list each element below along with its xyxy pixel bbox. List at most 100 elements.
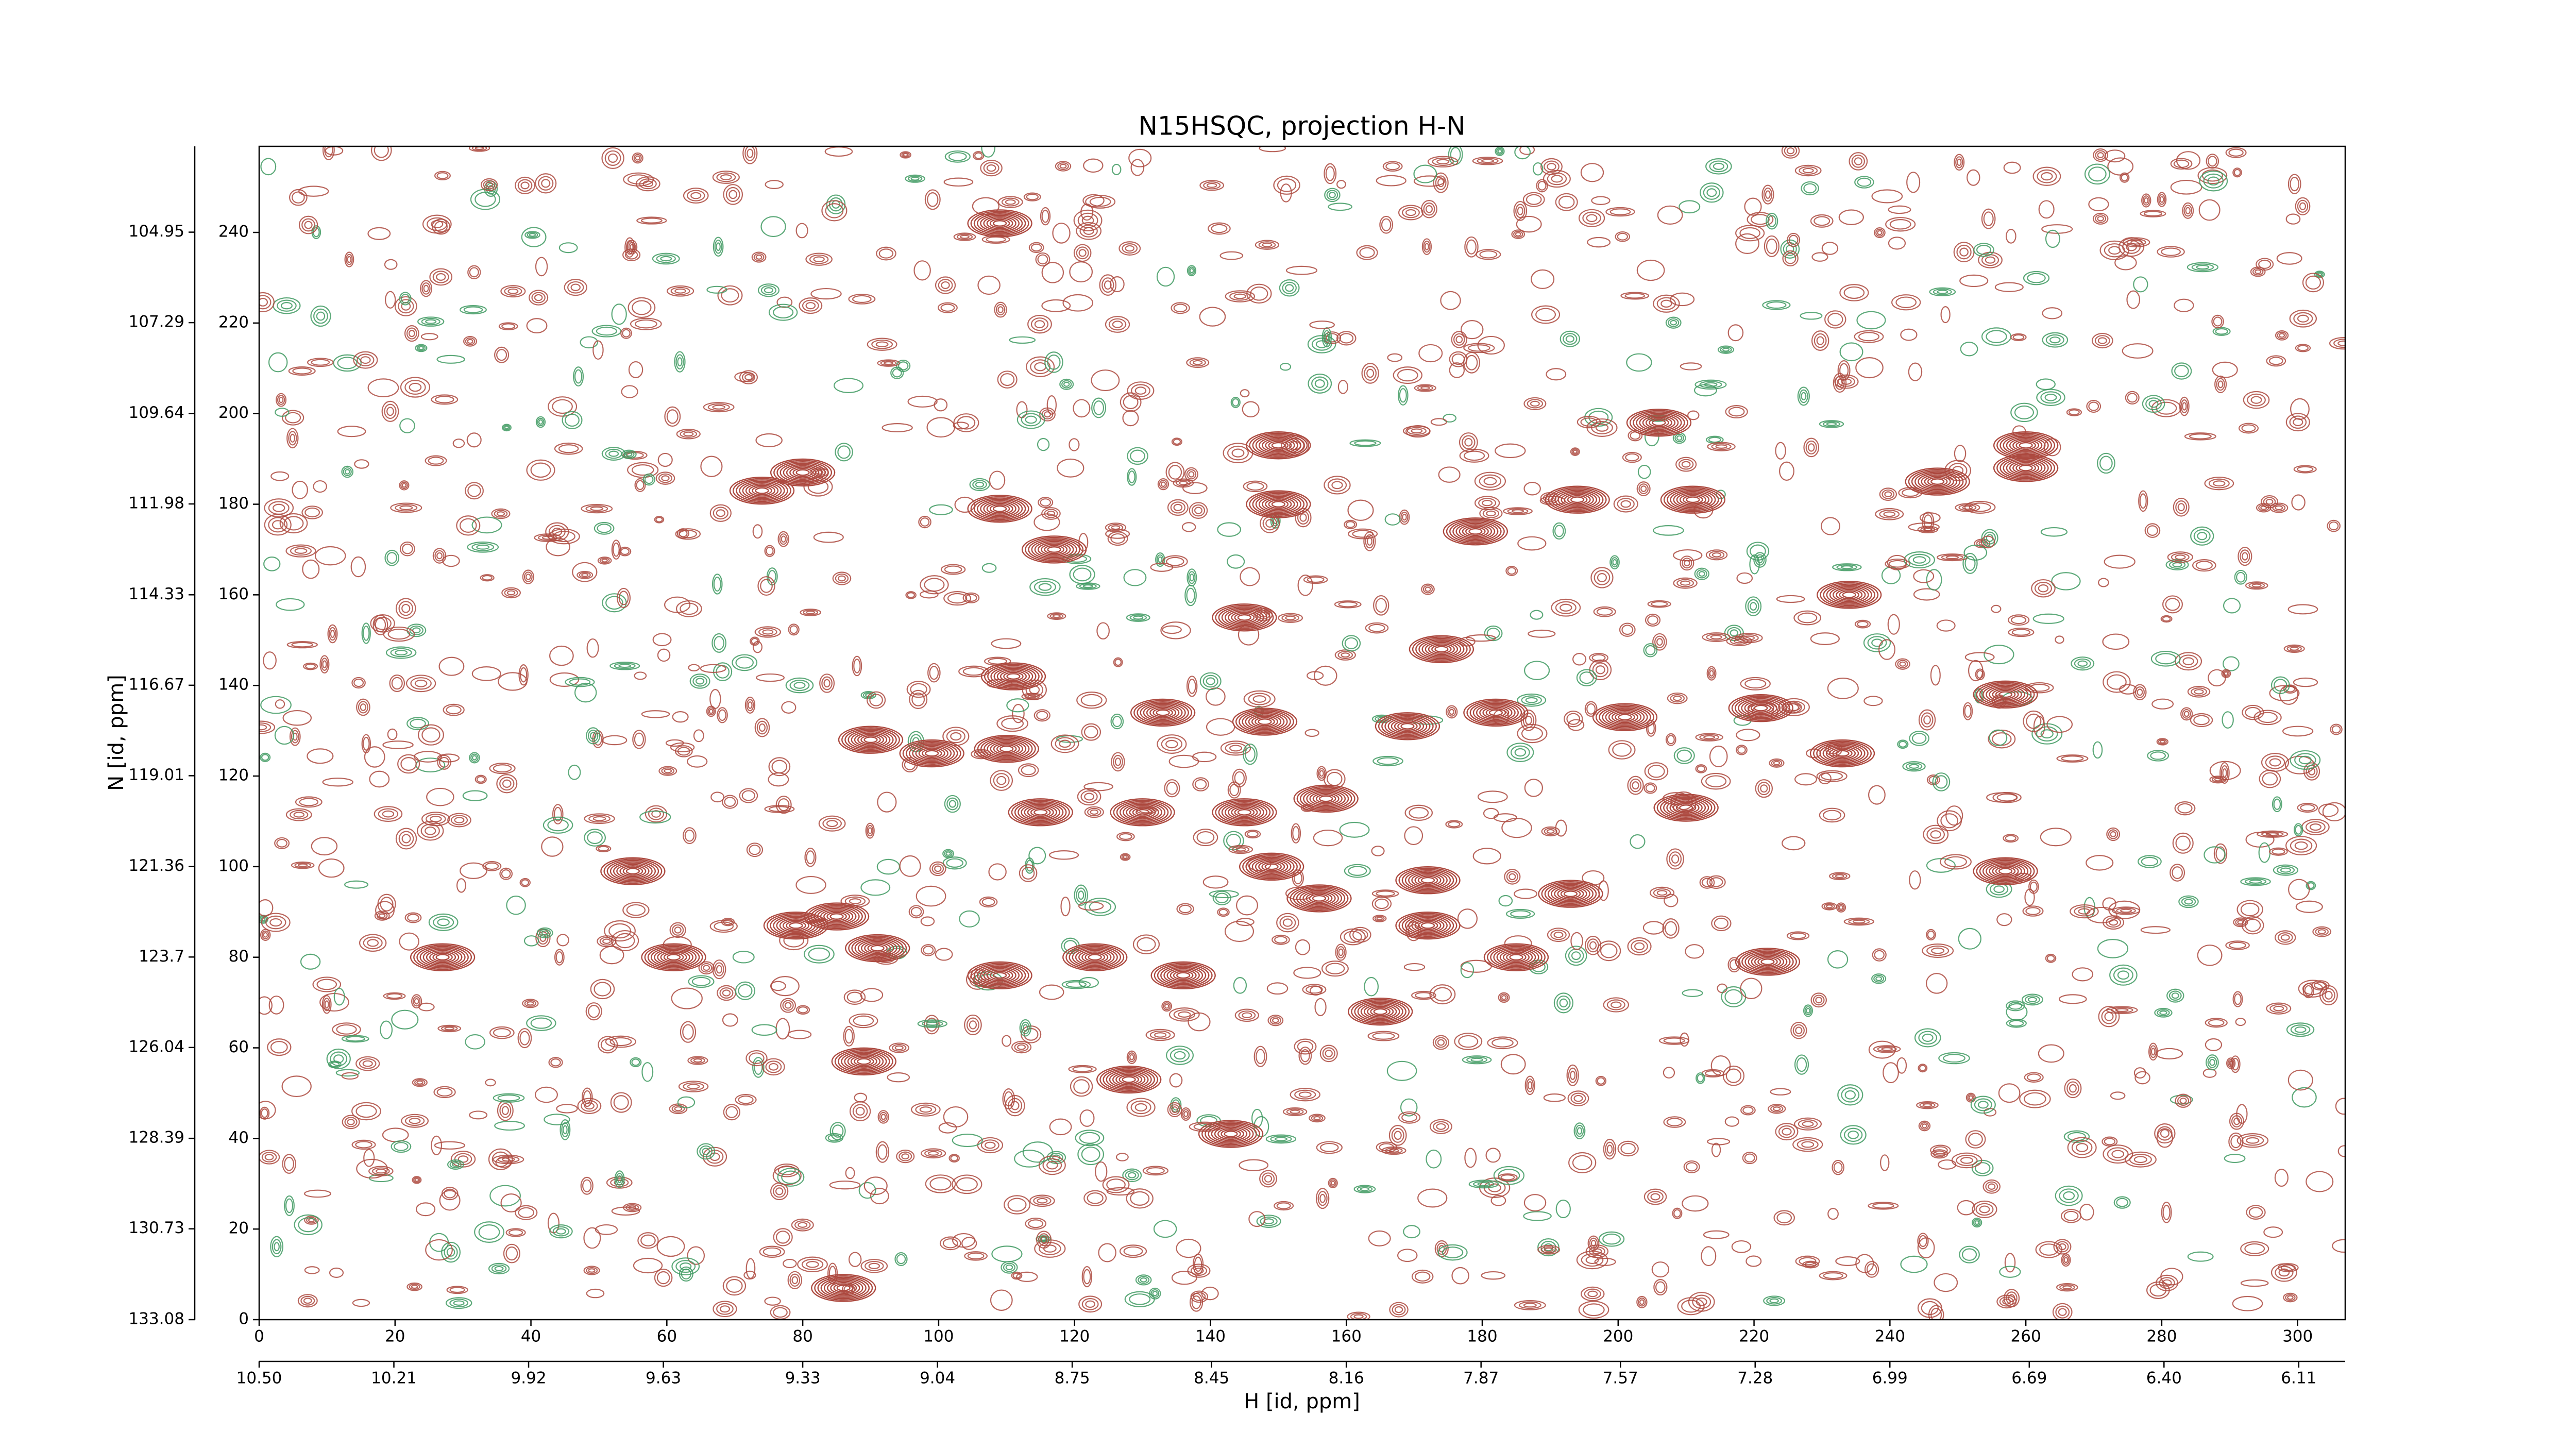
noise-ring — [1371, 846, 1385, 856]
noise-ring — [1680, 555, 1694, 571]
noise-ring — [1081, 1147, 1100, 1162]
noise-ring — [2294, 753, 2316, 767]
noise-ring — [1775, 442, 1786, 460]
noise-ring — [2269, 758, 2281, 767]
noise-ring — [2177, 503, 2185, 512]
noise-ring — [1338, 601, 1358, 608]
noise-ring — [1498, 895, 1513, 907]
noise-ring — [768, 1063, 778, 1071]
noise-ring — [300, 953, 321, 970]
noise-ring — [972, 480, 987, 490]
noise-contour — [1085, 195, 1116, 209]
noise-ring — [2185, 207, 2191, 214]
noise-ring — [1164, 779, 1180, 798]
noise-contour — [1871, 973, 1887, 984]
noise-contour — [1584, 935, 1602, 955]
noise-ring — [1348, 528, 1378, 540]
noise-ring — [1930, 1149, 1948, 1159]
noise-ring — [261, 754, 269, 761]
noise-contour — [2174, 801, 2196, 816]
noise-ring — [355, 1141, 372, 1149]
noise-ring — [843, 1025, 855, 1047]
noise-ring — [1740, 1105, 1756, 1116]
noise-contour — [1736, 729, 1760, 742]
noise-ring — [732, 654, 758, 671]
noise-contour — [675, 528, 701, 540]
noise-ring — [1324, 476, 1351, 495]
noise-ring — [485, 1079, 496, 1087]
noise-contour — [1328, 1177, 1338, 1189]
noise-ring — [597, 557, 612, 565]
noise-ring — [1040, 1236, 1047, 1244]
noise-contour — [503, 1243, 520, 1263]
noise-contour — [1227, 781, 1241, 799]
noise-ring — [2319, 985, 2338, 1005]
noise-ring — [770, 976, 800, 997]
noise-ring — [352, 1299, 370, 1307]
noise-contour — [1570, 932, 1583, 950]
noise-ring — [641, 710, 670, 718]
noise-ring — [355, 1104, 377, 1118]
noise-contour — [1348, 528, 1378, 540]
noise-ring — [1832, 1159, 1844, 1175]
noise-ring — [282, 1154, 296, 1174]
noise-ring — [1581, 1286, 1605, 1302]
noise-ring — [2306, 1171, 2334, 1192]
noise-ring — [2232, 167, 2242, 178]
noise-ring — [2165, 598, 2180, 611]
noise-ring — [693, 1058, 703, 1063]
noise-contour — [586, 1288, 605, 1299]
noise-ring — [558, 444, 579, 453]
noise-ring — [918, 515, 931, 529]
noise-ring — [1766, 301, 1787, 309]
noise-ring — [1983, 211, 1994, 226]
noise-ring — [775, 1187, 784, 1195]
noise-contour — [1387, 353, 1403, 362]
noise-ring — [1656, 638, 1663, 646]
noise-ring — [2285, 836, 2317, 856]
noise-contour — [474, 774, 487, 784]
noise-ring — [664, 596, 691, 613]
noise-ring — [1322, 1047, 1335, 1060]
noise-ring — [2086, 400, 2102, 413]
noise-ring — [1524, 661, 1550, 680]
noise-ring — [920, 517, 930, 527]
noise-contour — [370, 614, 395, 633]
noise-ring — [1617, 498, 1635, 510]
noise-ring — [1446, 705, 1458, 719]
noise-ring — [2070, 904, 2099, 919]
noise-ring — [1745, 596, 1762, 616]
noise-contour — [515, 176, 536, 194]
noise-ring — [632, 152, 643, 164]
noise-ring — [2175, 500, 2188, 514]
noise-ring — [1070, 1076, 1093, 1097]
noise-contour — [594, 521, 615, 535]
noise-ring — [666, 409, 679, 424]
noise-ring — [469, 752, 480, 764]
noise-contour — [757, 576, 775, 596]
noise-ring — [2214, 375, 2227, 393]
noise-ring — [1888, 237, 1906, 250]
noise-contour — [2005, 229, 2016, 244]
noise-contour — [1568, 1152, 1597, 1173]
noise-ring — [648, 807, 665, 820]
noise-contour — [1806, 748, 1822, 759]
noise-ring — [410, 718, 426, 729]
noise-ring — [277, 395, 285, 405]
noise-ring — [624, 237, 635, 258]
noise-contour — [399, 418, 415, 433]
noise-ring — [623, 1203, 642, 1212]
noise-ring — [1294, 1089, 1316, 1100]
noise-ring — [751, 251, 767, 263]
noise-contour — [2238, 547, 2252, 566]
noise-ring — [633, 1257, 663, 1274]
noise-ring — [2228, 148, 2244, 157]
noise-contour — [639, 810, 671, 824]
noise-ring — [1613, 495, 1638, 513]
noise-contour — [2103, 915, 2125, 930]
noise-ring — [1251, 1108, 1263, 1128]
noise-ring — [981, 898, 995, 906]
noise-ring — [449, 1287, 465, 1293]
noise-contour — [1577, 415, 1601, 429]
noise-ring — [609, 1037, 632, 1047]
